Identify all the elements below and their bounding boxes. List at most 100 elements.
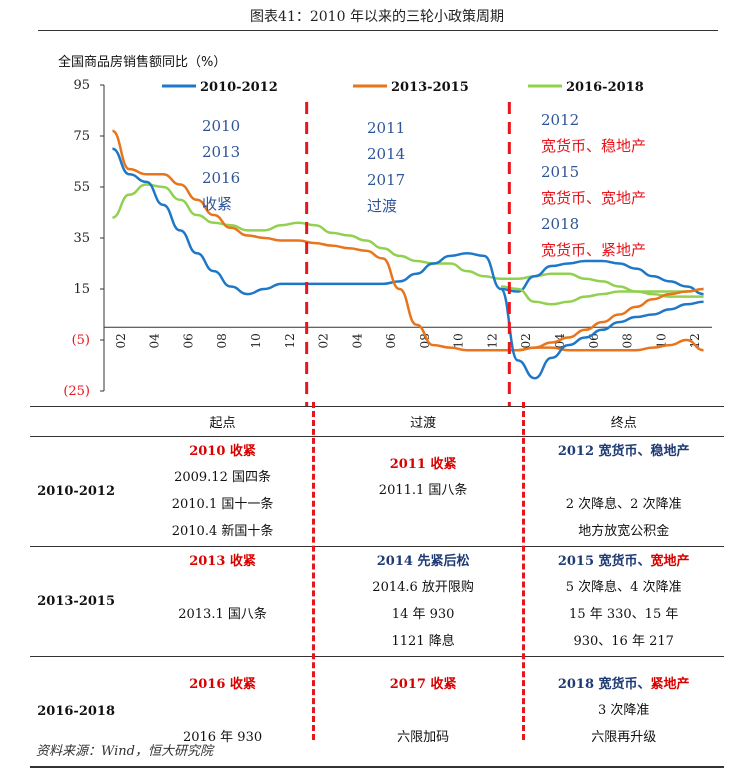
cell-end: 2012 宽货币、稳地产 2 次降息、2 次降准 地方放宽公积金 [523, 436, 724, 547]
cell-line: 2014.6 放开限购 [372, 579, 474, 595]
y-tick-label: (25) [63, 384, 90, 399]
cell-heading: 2010 收紧 [189, 443, 256, 459]
row-label: 2016-2018 [30, 656, 123, 768]
cell-heading: 2014 先紧后松 [376, 553, 470, 569]
annotation-left: 收紧 [202, 195, 232, 213]
period-dividers [305, 102, 511, 406]
cell-line: 3 次降准 [597, 702, 650, 718]
x-tick-label: 04 [148, 333, 162, 349]
cell-line [323, 697, 524, 724]
x-tick-label: 12 [485, 333, 499, 348]
cell-start: 2013 收紧 2013.1 国八条 [122, 546, 323, 657]
table-header-transition: 过渡 [322, 406, 524, 437]
series-line-2016-2018 [112, 183, 704, 293]
cell-line: 15 年 330、15 年 [569, 606, 679, 622]
y-tick-label: (5) [72, 333, 90, 348]
cell-heading: 2013 收紧 [189, 553, 256, 569]
cell-heading: 2015 宽货币、宽地产 [557, 553, 690, 569]
annotation-left: 2016 [202, 169, 240, 187]
cell-heading: 2011 收紧 [389, 457, 457, 472]
cell-heading: 2017 收紧 [389, 676, 457, 692]
cell-transition: 2017 收紧 六限加码 [322, 656, 524, 768]
y-tick-label: 55 [73, 180, 90, 195]
annotation-right: 2015 [541, 163, 579, 181]
series-line-2010-2012 [112, 147, 704, 296]
period-divider-table [522, 402, 525, 740]
cell-line: 地方放宽公积金 [578, 523, 670, 539]
x-tick-label: 12 [688, 333, 702, 348]
cell-line: 2016 年 930 [182, 729, 263, 745]
cell-line: 2010.4 新国十条 [171, 523, 274, 539]
annotation-right: 2018 [541, 215, 579, 233]
cell-line: 5 次降息、4 次降准 [565, 579, 682, 595]
cell-line [122, 628, 323, 655]
table-row: 2010-2012 2010 收紧 2009.12 国四条 2010.1 国十一… [30, 436, 724, 547]
policy-cycle-table: 起点 过渡 终点 2010-2012 2010 收紧 2009.12 国四条 2… [30, 406, 724, 768]
row-label: 2010-2012 [30, 436, 123, 547]
legend-label: 2010-2012 [200, 80, 278, 95]
legend-label: 2013-2015 [391, 80, 469, 95]
cell-line [323, 504, 524, 531]
cell-line: 1121 降息 [391, 633, 455, 649]
cell-heading: 2012 宽货币、稳地产 [557, 443, 690, 459]
cell-end: 2018 宽货币、紧地产 3 次降准 六限再升级 [523, 656, 724, 768]
annotation-left: 2010 [202, 117, 240, 135]
cell-line: 2013.1 国八条 [178, 606, 267, 622]
cell-heading: 2018 宽货币、紧地产 [557, 676, 690, 692]
x-tick-label: 02 [317, 333, 331, 348]
annotation-right: 2012 [541, 111, 579, 129]
x-tick-label: 08 [621, 333, 635, 348]
cell-line: 六限加码 [397, 729, 450, 745]
x-tick-label: 06 [384, 333, 398, 348]
series-line-2010-2012-tail [499, 287, 704, 380]
cell-transition: 2011 收紧 2011.1 国八条 [322, 436, 524, 547]
y-tick-label: 35 [73, 231, 90, 246]
cell-line [523, 464, 724, 491]
title-rule [38, 30, 718, 31]
table-header-row: 起点 过渡 终点 [30, 406, 724, 437]
x-tick-label: 02 [519, 333, 533, 348]
cell-heading: 2016 收紧 [189, 676, 256, 692]
source-note: 资料来源：Wind，恒大研究院 [36, 744, 213, 759]
series-line-2016-2018-tail [500, 285, 704, 306]
chart-annotations: 2010 2013 2016 收紧 2011 2014 2017 过渡 2012 宽货币、稳地产 2… [202, 111, 646, 259]
x-tick-label: 02 [114, 333, 128, 348]
figure-title: 图表41：2010 年以来的三轮小政策周期 [250, 9, 504, 25]
x-tick-label: 06 [181, 333, 195, 348]
y-tick-label: 95 [73, 78, 90, 93]
cell-line: 2 次降息、2 次降准 [565, 496, 682, 512]
legend-label: 2016-2018 [566, 80, 644, 95]
cell-line [122, 574, 323, 601]
series-lines [111, 129, 704, 380]
annotation-middle: 2017 [367, 171, 405, 189]
series-line-2013-2015-tail [517, 287, 704, 352]
x-tick-label: 10 [249, 333, 263, 348]
annotation-left: 2013 [202, 143, 240, 161]
table-header-corner [30, 406, 123, 437]
line-chart: 95 75 55 35 15 (5) (25) 02 04 06 08 10 12 02 04 06 08 10… [58, 54, 712, 406]
cell-transition: 2014 先紧后松 2014.6 放开限购 14 年 930 1121 降息 [322, 546, 524, 657]
annotation-middle: 2011 [367, 119, 405, 137]
legend: 2010-2012 2013-2015 2016-2018 [162, 80, 644, 95]
y-tick-label: 75 [73, 129, 90, 144]
y-tick-label: 15 [73, 282, 90, 297]
row-label: 2013-2015 [30, 546, 123, 657]
series-line-2013-2015 [111, 129, 704, 352]
table-header-end: 终点 [523, 406, 724, 437]
table-row: 2013-2015 2013 收紧 2013.1 国八条 2014 先紧后松 2… [30, 546, 724, 657]
cell-line: 14 年 930 [391, 606, 455, 622]
cell-line: 2011.1 国八条 [378, 483, 468, 498]
annotation-right: 宽货币、稳地产 [541, 137, 646, 155]
table-row: 2016-2018 2016 收紧 2016 年 930 2017 收紧 六限加… [30, 656, 724, 768]
annotation-middle: 过渡 [367, 197, 397, 215]
cell-line: 2010.1 国十一条 [171, 496, 274, 512]
x-tick-label: 12 [283, 333, 297, 348]
cell-line: 930、16 年 217 [573, 633, 674, 649]
cell-line: 2009.12 国四条 [174, 469, 271, 485]
period-divider-table [312, 402, 315, 740]
x-tick-label: 08 [418, 333, 432, 348]
table-header-start: 起点 [122, 406, 323, 437]
annotation-middle: 2014 [367, 145, 405, 163]
x-tick-label: 10 [452, 333, 466, 348]
y-axis-label: 全国商品房销售额同比（%） [58, 54, 226, 70]
